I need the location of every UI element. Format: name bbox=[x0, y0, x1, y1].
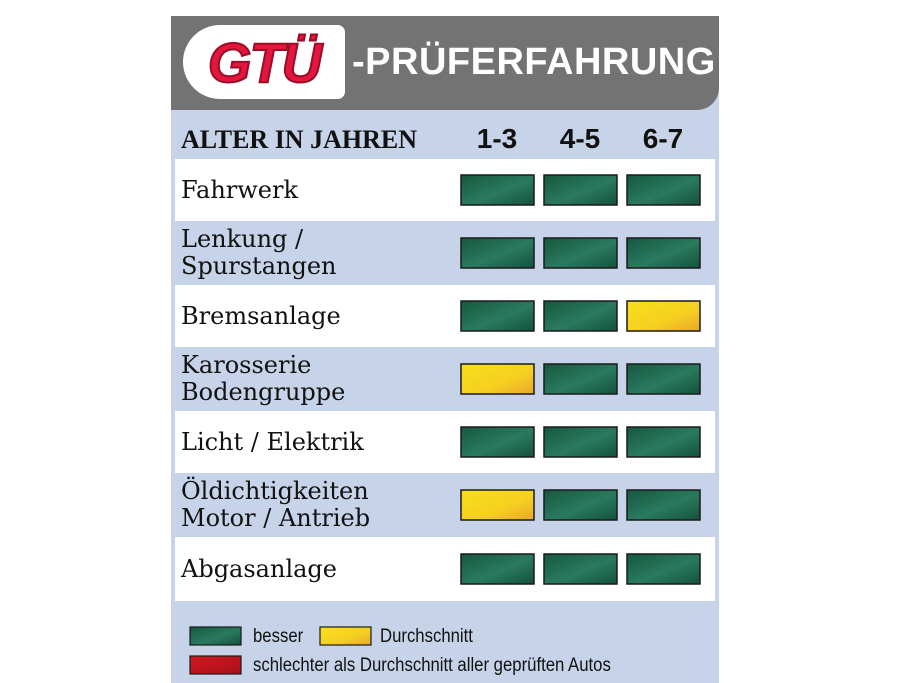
rating-cell-besser bbox=[543, 489, 618, 521]
row-band bbox=[175, 411, 715, 473]
rating-cell-besser bbox=[460, 174, 535, 206]
rating-cell-besser bbox=[626, 174, 701, 206]
rating-cell-besser bbox=[626, 553, 701, 585]
legend-swatch-besser bbox=[189, 626, 242, 646]
age-label-3: 6-7 bbox=[642, 123, 684, 154]
row-label: Abgasanlage bbox=[181, 554, 337, 583]
rating-cell-besser bbox=[543, 553, 618, 585]
rating-cell-besser bbox=[543, 426, 618, 458]
row-label: Bremsanlage bbox=[181, 301, 341, 330]
age-label-2: 4-5 bbox=[559, 123, 601, 154]
rating-cell-besser bbox=[460, 553, 535, 585]
rating-cell-besser bbox=[626, 489, 701, 521]
legend-swatch-schlechter bbox=[189, 655, 242, 675]
legend-label-schlechter: schlechter als Durchschnitt aller geprüf… bbox=[253, 655, 611, 676]
gtue-logo: GTÜ bbox=[183, 25, 345, 99]
rating-cell-besser bbox=[626, 426, 701, 458]
legend-swatch-durchschnitt bbox=[319, 626, 372, 646]
legend-label-durchschnitt: Durchschnitt bbox=[380, 626, 473, 647]
row-label: Licht / Elektrik bbox=[181, 427, 364, 456]
rating-cell-durchschnitt bbox=[626, 300, 701, 332]
page-title: -PRÜFERFAHRUNG bbox=[352, 41, 716, 83]
rating-cell-durchschnitt bbox=[460, 363, 535, 395]
row-band bbox=[175, 537, 715, 601]
rating-cell-besser bbox=[626, 237, 701, 269]
rating-cell-besser bbox=[460, 300, 535, 332]
rating-cell-besser bbox=[460, 426, 535, 458]
age-label-1: 1-3 bbox=[476, 123, 518, 154]
column-header: ALTER IN JAHREN bbox=[181, 125, 417, 154]
logo-text: GTÜ bbox=[207, 30, 323, 95]
row-label: Karosserie Bodengruppe bbox=[181, 351, 346, 406]
rating-cell-besser bbox=[543, 237, 618, 269]
row-label: Lenkung / Spurstangen bbox=[181, 225, 337, 280]
rating-cell-besser bbox=[543, 300, 618, 332]
rating-cell-besser bbox=[543, 363, 618, 395]
row-band bbox=[175, 285, 715, 347]
rating-cell-besser bbox=[626, 363, 701, 395]
row-label: Öldichtigkeiten Motor / Antrieb bbox=[181, 477, 371, 532]
rating-cell-besser bbox=[543, 174, 618, 206]
legend-label-besser: besser bbox=[253, 626, 304, 647]
rating-cell-besser bbox=[460, 237, 535, 269]
row-band bbox=[175, 159, 715, 221]
row-label: Fahrwerk bbox=[181, 175, 299, 204]
rating-cell-durchschnitt bbox=[460, 489, 535, 521]
